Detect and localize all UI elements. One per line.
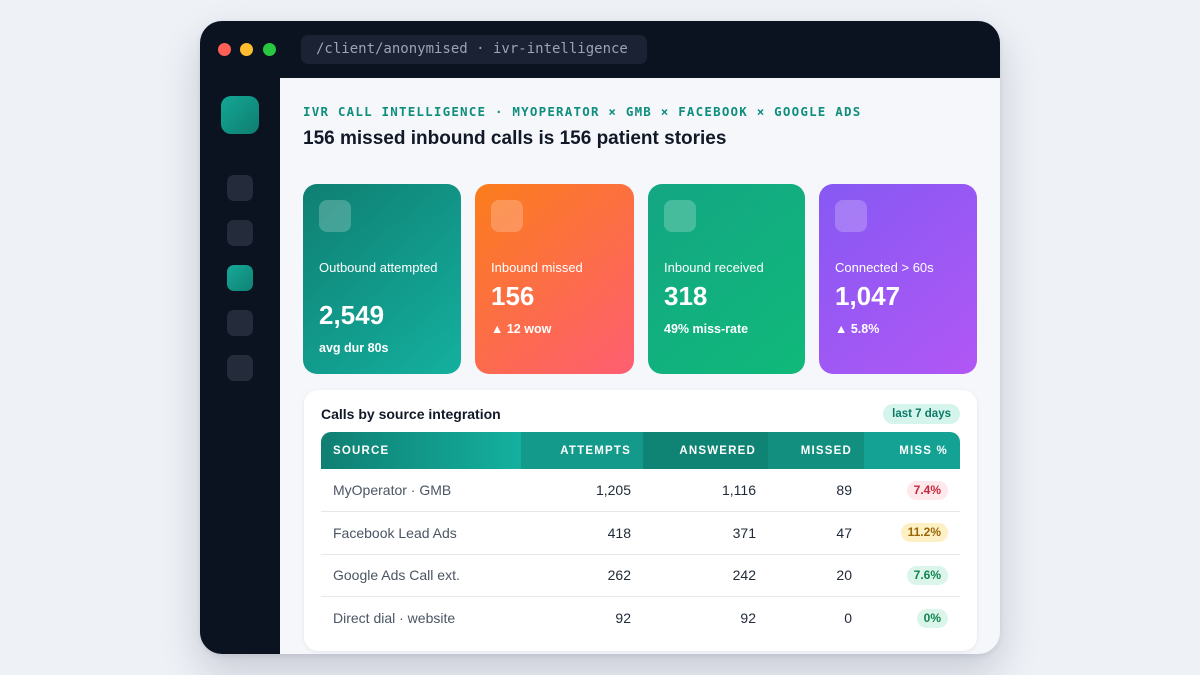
cell-attempts: 92 xyxy=(615,610,631,626)
cell-miss-pct: 11.2% xyxy=(864,511,960,555)
table-header-row: SOURCE ATTEMPTS ANSWERED MISSED MISS % xyxy=(321,432,960,469)
cell-attempts: 1,205 xyxy=(521,469,643,512)
kpi-subtext: ▲ 12 wow xyxy=(491,322,552,336)
calls-by-source-table: SOURCE ATTEMPTS ANSWERED MISSED MISS % M… xyxy=(321,432,960,639)
column-header-missed[interactable]: MISSED xyxy=(768,432,864,469)
miss-pct-badge: 7.6% xyxy=(906,565,948,585)
cell-missed: 0 xyxy=(844,610,852,626)
kpi-subtext: avg dur 80s xyxy=(319,341,389,355)
cell-miss-pct: 7.6% xyxy=(864,554,960,597)
table-row[interactable]: MyOperator · GMB 1,205 1,116 89 7.4% xyxy=(321,469,960,512)
column-header-source[interactable]: SOURCE xyxy=(321,432,521,469)
column-header-miss-pct[interactable]: MISS % xyxy=(864,432,960,469)
kpi-value: 2,549 xyxy=(319,300,385,330)
kpi-icon xyxy=(664,200,696,232)
cell-source: Direct dial · website xyxy=(333,610,456,626)
sidebar-item-4[interactable] xyxy=(227,310,253,336)
cell-source: MyOperator · GMB xyxy=(321,469,521,512)
kpi-card-inbound-missed[interactable]: Inbound missed 156 ▲ 12 wow xyxy=(475,184,634,374)
cell-missed: 89 xyxy=(768,469,864,512)
sidebar-item-3-active[interactable] xyxy=(227,265,253,291)
kpi-icon xyxy=(491,200,523,232)
sidebar-item-5[interactable] xyxy=(227,355,253,381)
miss-pct-badge: 7.4% xyxy=(906,480,948,500)
kpi-card-connected[interactable]: Connected > 60s 1,047 ▲ 5.8% xyxy=(819,184,977,374)
cell-attempts: 262 xyxy=(521,554,643,597)
kpi-subtext: ▲ 5.8% xyxy=(835,322,880,336)
column-header-answered[interactable]: ANSWERED xyxy=(643,432,768,469)
sidebar-item-1[interactable] xyxy=(227,175,253,201)
sidebar-item-2[interactable] xyxy=(227,220,253,246)
app-window: /client/anonymised · ivr-intelligence IV… xyxy=(200,21,1000,654)
minimize-window-button[interactable] xyxy=(240,43,253,56)
cell-miss-pct: 7.4% xyxy=(864,469,960,512)
kpi-subtext: 49% miss-rate xyxy=(664,322,749,336)
cell-answered: 92 xyxy=(740,610,756,626)
kpi-label: Outbound attempted xyxy=(319,260,438,275)
address-bar[interactable]: /client/anonymised · ivr-intelligence xyxy=(301,35,647,64)
cell-miss-pct: 0% xyxy=(864,597,960,640)
cell-answered: 371 xyxy=(643,511,768,555)
kpi-label: Inbound received xyxy=(664,260,764,275)
cell-source: Google Ads Call ext. xyxy=(321,554,521,597)
kpi-value: 318 xyxy=(664,281,708,311)
close-window-button[interactable] xyxy=(218,43,231,56)
kpi-value: 1,047 xyxy=(835,281,901,311)
kpi-label: Connected > 60s xyxy=(835,260,934,275)
sidebar xyxy=(200,78,280,654)
cell-answered: 1,116 xyxy=(643,469,768,512)
kpi-value: 156 xyxy=(491,281,535,311)
maximize-window-button[interactable] xyxy=(263,43,276,56)
panel-title: Calls by source integration xyxy=(321,406,501,422)
kpi-icon xyxy=(835,200,867,232)
table-row[interactable]: Direct dial · website 92 92 0 0% xyxy=(321,597,960,640)
title-bar: /client/anonymised · ivr-intelligence xyxy=(200,21,1000,78)
cell-attempts: 418 xyxy=(521,511,643,555)
cell-answered: 242 xyxy=(643,554,768,597)
page-title: 156 missed inbound calls is 156 patient … xyxy=(303,128,727,149)
cell-missed: 47 xyxy=(768,511,864,555)
kpi-card-inbound-received[interactable]: Inbound received 318 49% miss-rate xyxy=(648,184,805,374)
miss-pct-badge: 0% xyxy=(916,608,948,628)
miss-pct-badge: 11.2% xyxy=(900,523,948,543)
main-content: IVR CALL INTELLIGENCE · MYOPERATOR × GMB… xyxy=(280,78,1000,654)
table-row[interactable]: Google Ads Call ext. 262 242 20 7.6% xyxy=(321,554,960,597)
table-row[interactable]: Facebook Lead Ads 418 371 47 11.2% xyxy=(321,511,960,555)
cell-missed: 20 xyxy=(768,554,864,597)
kpi-label: Inbound missed xyxy=(491,260,583,275)
app-logo-icon[interactable] xyxy=(221,96,259,134)
calls-by-source-panel: Calls by source integration last 7 days … xyxy=(304,390,977,651)
cell-source: Facebook Lead Ads xyxy=(321,511,521,555)
kpi-card-outbound-attempted[interactable]: Outbound attempted 2,549 avg dur 80s xyxy=(303,184,461,374)
page-eyebrow: IVR CALL INTELLIGENCE · MYOPERATOR × GMB… xyxy=(303,104,862,119)
kpi-icon xyxy=(319,200,351,232)
column-header-attempts[interactable]: ATTEMPTS xyxy=(521,432,643,469)
date-range-badge[interactable]: last 7 days xyxy=(883,404,960,424)
